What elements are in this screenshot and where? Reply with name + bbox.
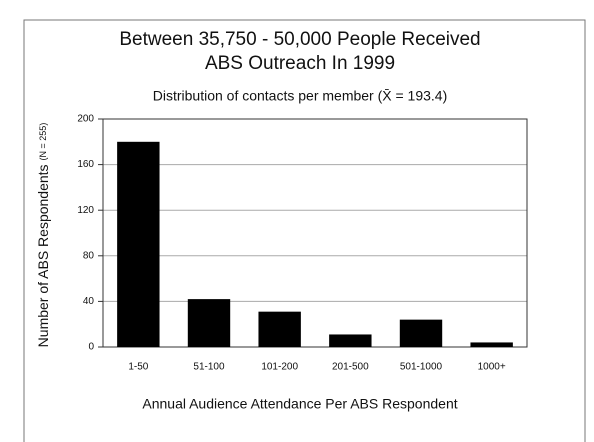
x-tick-label: 201-500: [332, 362, 369, 373]
x-tick-label: 101-200: [261, 362, 298, 373]
bar: [117, 141, 160, 347]
plot-frame: [102, 118, 528, 348]
y-axis-note: (N = 255): [38, 123, 48, 161]
chart-title: ABS Outreach In 1999: [205, 53, 395, 74]
bar: [258, 311, 301, 347]
frame: [23, 19, 586, 442]
bar: [187, 299, 231, 347]
y-tick-label: 120: [77, 205, 94, 216]
y-tick-label: 0: [88, 342, 94, 353]
bar: [329, 334, 372, 347]
y-axis-label: Number of ABS Respondents (N = 255): [35, 123, 51, 348]
chart-title: Between 35,750 - 50,000 People Received: [119, 29, 480, 50]
x-tick-label: 1000+: [478, 362, 506, 373]
x-axis-label: Annual Audience Attendance Per ABS Respo…: [142, 396, 457, 412]
y-tick-label: 40: [83, 296, 95, 307]
y-tick-label: 80: [83, 250, 95, 261]
chart-subtitle: Distribution of contacts per member (X̄ …: [153, 88, 448, 104]
bar: [470, 342, 513, 347]
x-tick-label: 1-50: [128, 362, 148, 373]
bar: [399, 319, 443, 347]
x-tick-label: 501-1000: [400, 362, 443, 373]
y-tick-label: 200: [77, 114, 94, 125]
y-tick-label: 160: [77, 159, 94, 170]
x-tick-label: 51-100: [193, 362, 225, 373]
y-axis-title: Number of ABS Respondents: [35, 164, 51, 347]
